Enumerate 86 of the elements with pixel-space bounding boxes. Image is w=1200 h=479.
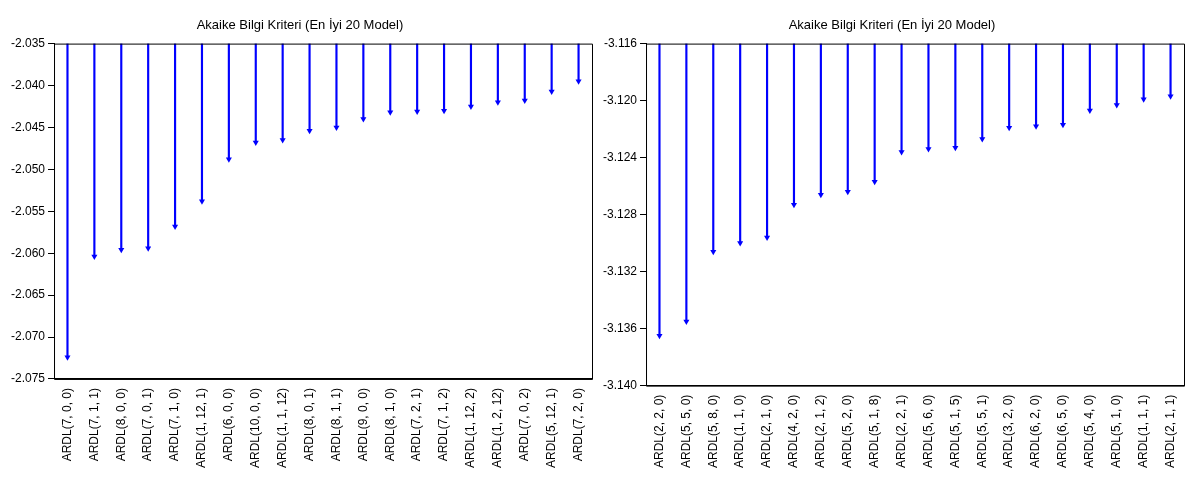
x-tick-label: ARDL(1, 12, 2)	[463, 387, 478, 469]
x-tick-label: ARDL(6, 0, 0)	[221, 387, 236, 462]
y-tick-label: -2.040	[10, 77, 46, 92]
point	[145, 246, 152, 252]
y-tick-label: -3.136	[602, 320, 638, 335]
point	[979, 137, 986, 143]
point	[1086, 108, 1093, 115]
point	[1140, 97, 1147, 103]
y-tick-label: -2.075	[10, 371, 46, 386]
x-tick-label: ARDL(5, 5, 1)	[974, 394, 989, 468]
point	[521, 98, 528, 105]
x-tick-label: ARDL(5, 1, 5)	[947, 394, 962, 468]
x-tick-label: ARDL(1, 1, 1)	[1135, 394, 1150, 468]
x-tick-label: ARDL(7, 1, 1)	[86, 387, 101, 462]
y-tick-label: -3.120	[602, 92, 638, 107]
x-tick-label: ARDL(2, 1, 0)	[759, 394, 774, 468]
x-tick-label: ARDL(8, 1, 0)	[382, 387, 397, 462]
x-tick-label: ARDL(1, 1, 12)	[274, 387, 289, 469]
point	[1059, 123, 1066, 129]
point	[790, 202, 797, 209]
y-tick-label: -3.124	[602, 149, 638, 164]
y-tick-label: -3.140	[602, 377, 638, 392]
x-tick-label: ARDL(3, 2, 0)	[1001, 394, 1016, 468]
point	[91, 254, 98, 261]
x-tick-label: ARDL(5, 12, 1)	[543, 387, 558, 469]
x-tick-label: ARDL(1, 1, 0)	[732, 394, 747, 468]
x-tick-label: ARDL(10, 0, 0)	[248, 387, 263, 469]
y-tick-label: -2.035	[10, 35, 46, 50]
x-tick-label: ARDL(4, 2, 0)	[786, 394, 801, 468]
x-tick-label: ARDL(8, 0, 0)	[113, 387, 128, 462]
point	[441, 108, 448, 115]
point	[817, 192, 824, 199]
y-tick-label: -2.060	[10, 245, 46, 260]
y-tick-label: -2.045	[10, 119, 46, 134]
point	[710, 249, 717, 256]
point	[64, 355, 71, 361]
y-tick-label: -3.128	[602, 206, 638, 221]
point	[925, 147, 932, 153]
point	[952, 145, 959, 152]
point	[252, 140, 259, 147]
x-tick-label: ARDL(1, 12, 1)	[194, 387, 209, 469]
x-tick-label: ARDL(6, 5, 0)	[1055, 394, 1070, 468]
x-tick-label: ARDL(5, 4, 0)	[1082, 394, 1097, 468]
x-tick-label: ARDL(5, 5, 0)	[678, 394, 693, 468]
point	[1113, 103, 1120, 109]
point	[118, 248, 125, 254]
y-tick-label: -3.116	[603, 35, 638, 50]
chart-title: Akaike Bilgi Kriteri (En İyi 20 Model)	[196, 17, 404, 33]
point	[306, 129, 313, 135]
x-tick-label: ARDL(6, 2, 0)	[1028, 394, 1043, 468]
x-tick-label: ARDL(5, 1, 8)	[866, 394, 881, 468]
x-tick-label: ARDL(9, 0, 0)	[355, 387, 370, 462]
y-tick-label: -3.132	[602, 263, 638, 278]
point	[1006, 125, 1013, 132]
x-tick-label: ARDL(1, 2, 12)	[490, 387, 505, 469]
point	[898, 150, 905, 156]
y-tick-label: -2.065	[10, 287, 46, 302]
point	[737, 241, 744, 247]
x-tick-label: ARDL(7, 2, 0)	[570, 387, 585, 462]
x-tick-label: ARDL(7, 0, 1)	[140, 387, 155, 462]
x-tick-label: ARDL(7, 1, 0)	[167, 387, 182, 462]
x-tick-label: ARDL(2, 2, 0)	[651, 394, 666, 468]
x-tick-label: ARDL(7, 1, 2)	[436, 387, 451, 462]
x-tick-label: ARDL(8, 0, 1)	[301, 387, 316, 462]
x-tick-label: ARDL(7, 2, 1)	[409, 387, 424, 462]
x-tick-label: ARDL(5, 8, 0)	[705, 394, 720, 468]
point	[871, 180, 878, 186]
x-tick-label: ARDL(2, 1, 1)	[1162, 394, 1177, 468]
x-tick-label: ARDL(2, 2, 1)	[893, 394, 908, 468]
x-tick-label: ARDL(5, 1, 0)	[1109, 394, 1124, 468]
x-tick-label: ARDL(5, 2, 0)	[840, 394, 855, 468]
y-tick-label: -2.050	[10, 161, 46, 176]
y-tick-label: -2.070	[10, 329, 46, 344]
point	[360, 117, 367, 123]
x-tick-label: ARDL(8, 1, 1)	[328, 387, 343, 462]
x-tick-label: ARDL(7, 0, 2)	[517, 387, 532, 462]
x-tick-label: ARDL(2, 1, 2)	[813, 394, 828, 468]
point	[198, 199, 205, 205]
point	[279, 138, 286, 144]
x-tick-label: ARDL(7, 0, 0)	[59, 387, 74, 462]
point	[844, 190, 851, 196]
x-tick-label: ARDL(5, 6, 0)	[920, 394, 935, 468]
point	[683, 319, 690, 326]
chart-title: Akaike Bilgi Kriteri (En İyi 20 Model)	[788, 17, 996, 33]
point	[656, 334, 663, 340]
y-tick-label: -2.055	[10, 203, 46, 218]
